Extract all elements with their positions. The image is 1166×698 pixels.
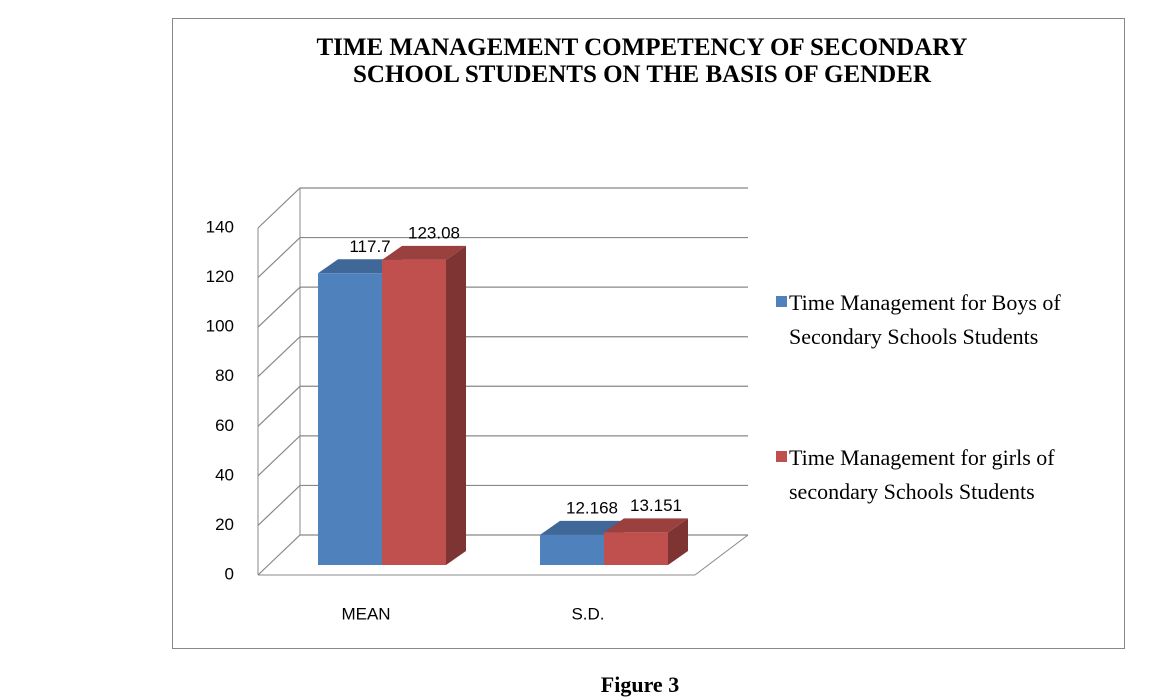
x-tick-label: S.D.	[571, 604, 604, 623]
bar	[382, 246, 466, 565]
legend-label: Time Management for Boys of Secondary Sc…	[789, 286, 1079, 354]
value-label: 123.08	[408, 223, 460, 242]
y-tick-label: 80	[215, 366, 234, 385]
legend-swatch	[776, 296, 787, 307]
value-label: 13.151	[630, 496, 682, 515]
y-tick-label: 20	[215, 515, 234, 534]
legend-label: Time Management for girls of secondary S…	[789, 441, 1079, 509]
y-tick-label: 0	[225, 564, 234, 583]
value-label: 12.168	[566, 498, 618, 517]
bar-front	[382, 260, 446, 565]
bar-side	[446, 246, 466, 565]
y-tick-label: 40	[215, 465, 234, 484]
grid-line	[258, 188, 748, 228]
floor-edge	[695, 535, 748, 575]
value-label: 117.7	[349, 237, 390, 256]
legend-swatch	[776, 451, 787, 462]
y-tick-label: 140	[206, 217, 234, 236]
x-tick-label: MEAN	[341, 604, 390, 623]
y-tick-label: 120	[206, 267, 234, 286]
bar-front	[318, 273, 382, 565]
y-tick-label: 100	[206, 317, 234, 336]
bar-front	[604, 532, 668, 565]
bar-front	[540, 535, 604, 565]
y-tick-label: 60	[215, 416, 234, 435]
bar	[604, 518, 688, 565]
page: {"chart_data": {"type": "bar3d", "title"…	[0, 0, 1166, 691]
